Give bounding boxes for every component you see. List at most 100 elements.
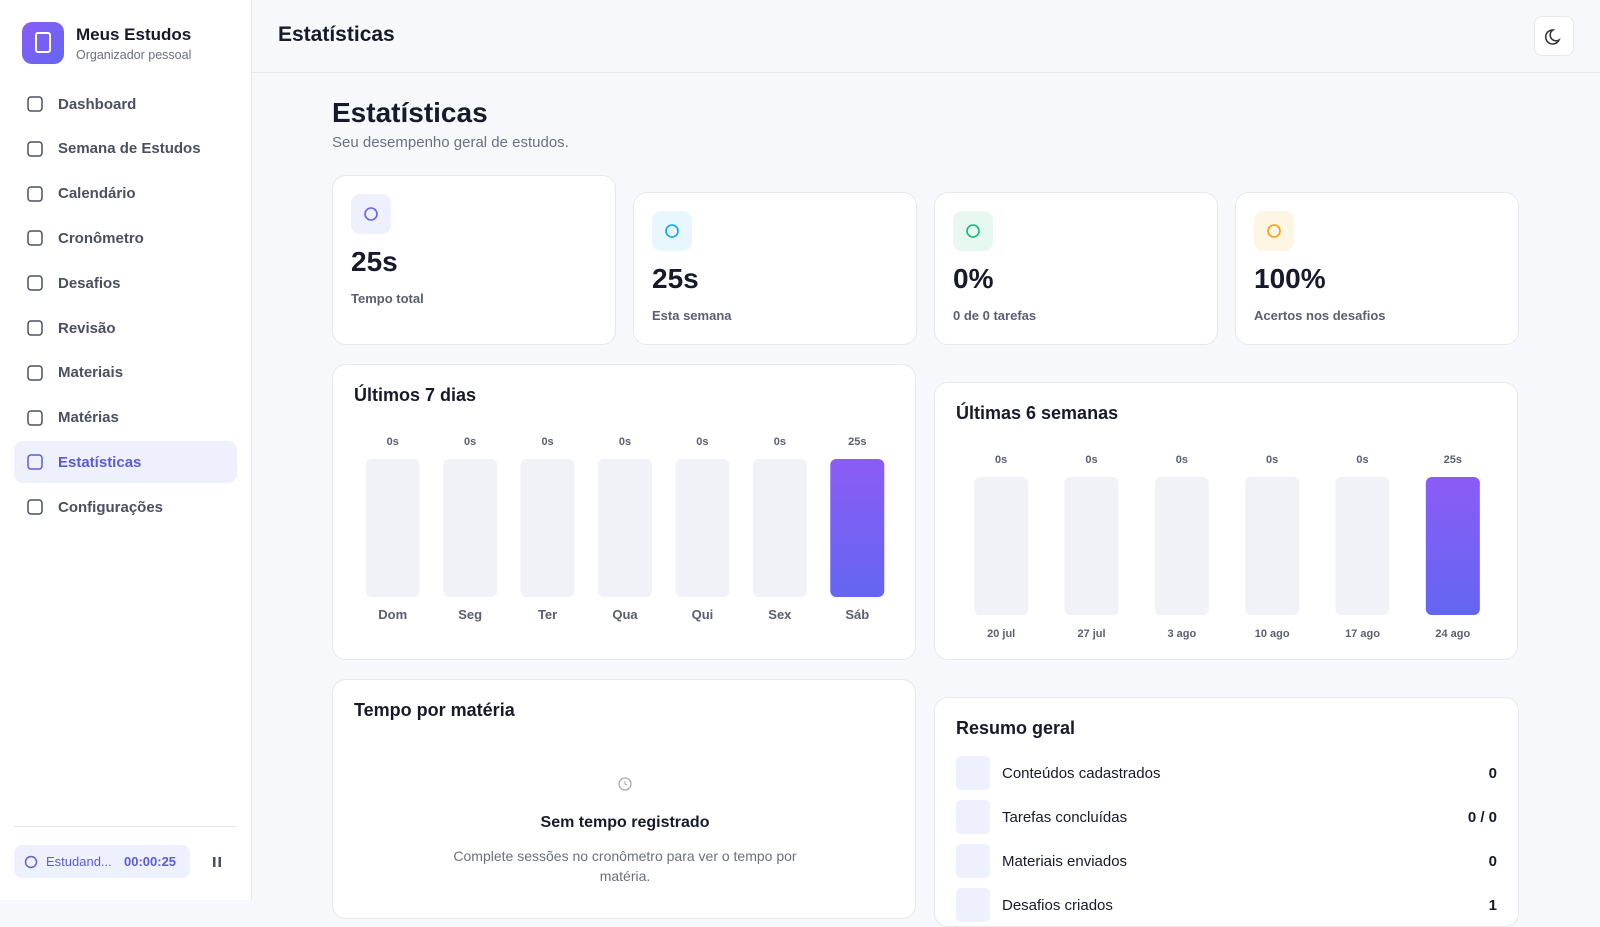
nav-icon (27, 275, 43, 291)
category-label: Dom (378, 607, 407, 622)
nav-label: Revisão (58, 319, 116, 337)
chart: 0s Dom 0s Seg 0s Ter 0s Qua 0s Qui 0s Sex 25s Sáb (365, 436, 885, 622)
nav-icon (27, 365, 43, 381)
value-label: 0s (387, 436, 399, 448)
value-label: 0s (464, 436, 476, 448)
icon (1267, 224, 1281, 238)
row-label: Desafios criados (1002, 896, 1113, 914)
summary-card: Resumo geral Conteúdos cadastrados 0 Taref… (934, 697, 1519, 927)
nav-item[interactable]: Estatísticas (14, 441, 237, 484)
icon (966, 224, 980, 238)
nav-icon (27, 499, 43, 515)
sidebar: Meus Estudos Organizador pessoal Dashboa… (0, 0, 252, 900)
icon-shape (966, 224, 980, 238)
nav-icon (27, 141, 43, 157)
timer-time: 00:00:25 (124, 854, 177, 869)
nav-item[interactable]: Desafios (14, 262, 237, 304)
page-subtitle: Seu desempenho geral de estudos. (332, 134, 569, 151)
timer-label: Estudand... (46, 854, 112, 869)
value-label: 0s (1266, 454, 1278, 466)
icon-shape (27, 141, 43, 157)
row-value: 0 / 0 (1467, 808, 1497, 826)
stat-label: Esta semana (652, 308, 732, 323)
value-label: 0s (696, 436, 708, 448)
category-label: Seg (458, 607, 482, 622)
nav-icon (27, 96, 43, 112)
nav-item[interactable]: Materiais (14, 352, 237, 394)
stat-label: Tempo total (351, 291, 424, 306)
nav-label: Configurações (58, 498, 164, 516)
nav-icon (27, 409, 43, 426)
subject-card: Tempo por matéria Sem tempo registrado C… (332, 679, 916, 919)
value-label: 0s (1176, 454, 1188, 466)
nav-item[interactable]: Revisão (14, 307, 237, 349)
value-label: 0s (1356, 454, 1368, 466)
category-label: Qua (612, 607, 638, 622)
stat-value: 25s (351, 246, 398, 277)
stat-value: 100% (1254, 263, 1326, 294)
stat-value: 0% (953, 263, 994, 294)
row-value: 0 (1488, 764, 1497, 782)
row-label: Materiais enviados (1002, 852, 1128, 870)
nav-item[interactable]: Matérias (14, 397, 237, 439)
value-label: 0s (995, 454, 1007, 466)
nav-label: Dashboard (58, 95, 137, 113)
brand-title: Meus Estudos (76, 25, 192, 44)
subject-title: Tempo por matéria (354, 700, 515, 720)
icon-shape (27, 275, 43, 291)
value-label: 25s (1444, 454, 1462, 466)
stat-card: 25s Esta semana (633, 192, 917, 345)
nav-item[interactable]: Dashboard (14, 83, 237, 125)
bar-track (1335, 477, 1390, 615)
stat-icon (351, 194, 391, 234)
icon-shape (27, 499, 43, 515)
nav-icon (27, 230, 43, 247)
summary-row: Tarefas concluídas 0 / 0 (956, 800, 1497, 834)
category-label: 20 jul (987, 628, 1015, 640)
nav-item[interactable]: Configurações (14, 486, 237, 528)
row-icon (956, 844, 990, 878)
row-icon (956, 756, 990, 790)
nav-item[interactable]: Semana de Estudos (14, 128, 237, 170)
row-label: Tarefas concluídas (1002, 808, 1128, 826)
empty-title: Sem tempo registrado (540, 814, 710, 831)
nav-label: Cronômetro (58, 229, 144, 247)
logo (22, 22, 64, 64)
nav-icon (27, 320, 43, 336)
category-label: Sex (768, 607, 792, 622)
summary-row: Desafios criados 1 (956, 888, 1497, 922)
page-title: Estatísticas (332, 97, 488, 128)
row-icon (956, 800, 990, 834)
summary-title: Resumo geral (956, 718, 1076, 738)
category-label: 24 ago (1435, 628, 1470, 640)
bar-track (520, 459, 575, 597)
category-label: Ter (538, 607, 557, 622)
brand-subtitle: Organizador pessoal (76, 48, 192, 62)
bar-track (675, 459, 730, 597)
icon-shape (665, 224, 679, 238)
icon-shape (364, 207, 378, 221)
nav-label: Materiais (58, 364, 124, 382)
icon-shape (27, 96, 43, 112)
icon-shape (1267, 224, 1281, 238)
theme-toggle[interactable] (1534, 16, 1574, 56)
stat-card: 100% Acertos nos desafios (1235, 192, 1519, 345)
pause-button[interactable] (210, 855, 224, 869)
bar (1425, 477, 1480, 615)
bar-track (598, 459, 652, 597)
stat-icon (1254, 211, 1294, 251)
value-label: 0s (1085, 454, 1097, 466)
nav-item[interactable]: Cronômetro (14, 217, 237, 259)
bar-track (443, 459, 498, 597)
bar-track (1064, 477, 1119, 615)
nav-item[interactable]: Calendário (14, 173, 237, 215)
icon-shape (27, 230, 43, 247)
timer[interactable]: Estudand... 00:00:25 (14, 845, 190, 878)
nav-label: Calendário (58, 185, 136, 203)
empty-text: Complete sessões no cronômetro para ver … (453, 848, 797, 884)
value-label: 25s (848, 436, 866, 448)
icon-shape (27, 185, 43, 202)
stat-label: 0 de 0 tarefas (953, 308, 1037, 323)
nav-label: Matérias (58, 409, 119, 427)
